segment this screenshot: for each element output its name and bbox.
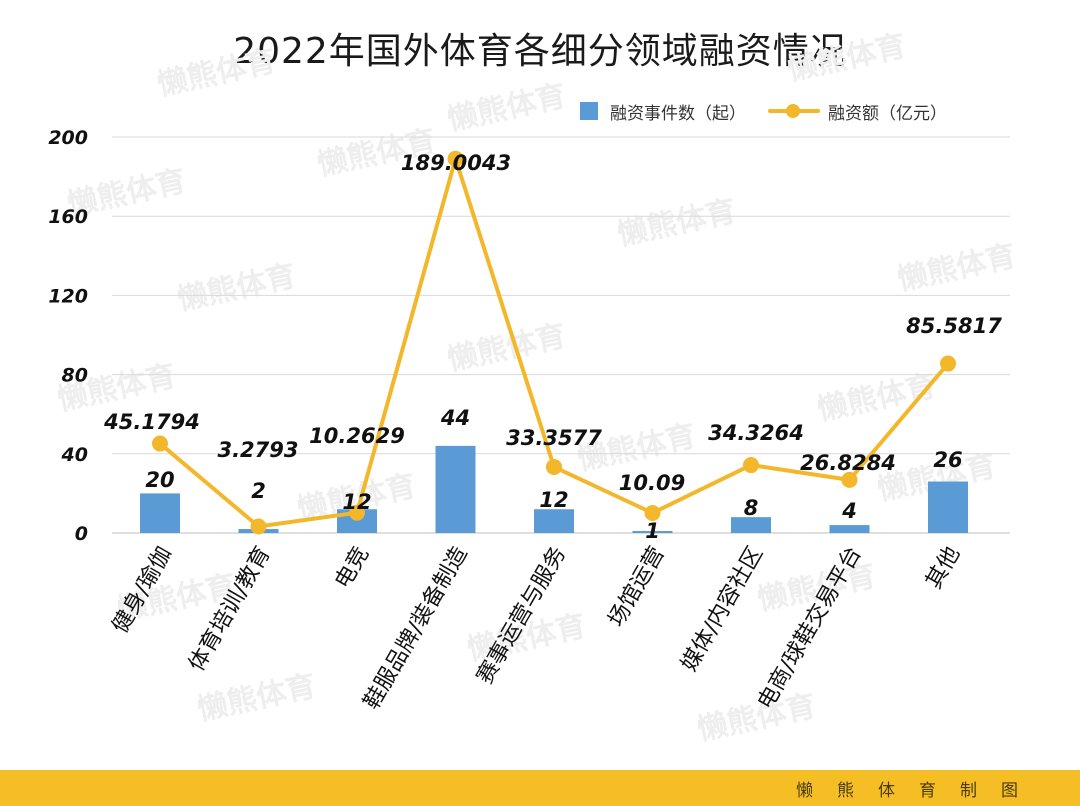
- plot-area: 懒熊体育懒熊体育懒熊体育懒熊体育懒熊体育懒熊体育懒熊体育懒熊体育懒熊体育懒熊体育…: [48, 29, 1019, 748]
- line-label-2: 10.2629: [309, 424, 405, 448]
- x-tick-6: 媒体/内容社区: [677, 543, 768, 676]
- bar-label-8: 26: [933, 448, 962, 472]
- amount-point-6: [743, 457, 759, 474]
- legend-item-amount: 融资额（亿元）: [768, 99, 947, 124]
- footer-credit: 懒熊体育制图: [796, 780, 1042, 801]
- y-tick-200: 200: [48, 127, 88, 149]
- watermark-2: 懒熊体育: [784, 29, 909, 88]
- bar-label-3: 44: [440, 406, 470, 430]
- legend: 融资事件数（起） 融资额（亿元）: [580, 97, 969, 125]
- legend-item-count: 融资事件数（起）: [580, 99, 746, 124]
- watermark-5: 懒熊体育: [614, 194, 739, 253]
- bar-label-5: 1: [645, 519, 660, 543]
- y-tick-120: 120: [48, 285, 88, 307]
- watermark-0: 懒熊体育: [154, 44, 279, 103]
- watermark-7: 懒熊体育: [174, 259, 299, 318]
- y-tick-40: 40: [61, 444, 88, 466]
- bar-label-6: 8: [744, 496, 759, 520]
- line-label-5: 10.09: [619, 471, 685, 495]
- line-label-6: 34.3264: [708, 421, 804, 445]
- bar-label-7: 4: [841, 499, 857, 523]
- watermark-8: 懒熊体育: [444, 319, 569, 378]
- line-label-4: 33.3577: [506, 426, 602, 450]
- bar-label-1: 2: [251, 479, 266, 503]
- y-tick-160: 160: [48, 206, 88, 228]
- bar-4: [534, 509, 574, 533]
- amount-point-4: [546, 458, 562, 475]
- bar-8: [928, 481, 968, 533]
- bar-7: [829, 525, 870, 533]
- bar-label-4: 12: [539, 488, 568, 512]
- chart: 2022年国外体育各细分领域融资情况 懒熊体育 懒熊体育 懒熊体育 懒熊体育 懒熊体育懒…: [48, 29, 1019, 748]
- amount-point-1: [250, 518, 267, 535]
- bar-5: [632, 531, 673, 533]
- footer-bar: 懒熊体育制图: [0, 770, 1080, 806]
- line-label-1: 3.2793: [217, 438, 298, 462]
- bar-3: [435, 445, 476, 533]
- legend-bar-swatch: [580, 102, 598, 120]
- line-label-8: 85.5817: [906, 314, 1002, 338]
- legend-label-amount: 融资额（亿元）: [828, 103, 947, 124]
- amount-point-5: [644, 505, 661, 522]
- y-tick-0: 0: [75, 523, 88, 545]
- chart-title: 2022年国外体育各细分领域融资情况: [233, 31, 847, 72]
- y-tick-80: 80: [62, 365, 88, 387]
- bar-label-0: 20: [145, 468, 174, 492]
- x-tick-2: 电竞: [331, 543, 375, 594]
- line-label-7: 26.8284: [800, 451, 896, 475]
- x-tick-3: 鞋服品牌/装备制造: [359, 543, 472, 714]
- legend-line-swatch: [768, 102, 820, 120]
- watermark-6: 懒熊体育: [894, 239, 1019, 298]
- x-tick-5: 场馆运营: [604, 543, 670, 632]
- amount-point-7: [841, 471, 858, 488]
- amount-point-8: [940, 355, 956, 372]
- bar-0: [140, 493, 180, 533]
- amount-point-2: [349, 504, 365, 521]
- amount-point-0: [152, 435, 168, 452]
- watermark-1: 懒熊体育: [444, 79, 569, 138]
- bar-label-2: 12: [342, 490, 371, 514]
- legend-label-count: 融资事件数（起）: [610, 103, 746, 124]
- x-tick-8: 其他: [922, 543, 966, 594]
- watermark-17: 懒熊体育: [194, 669, 319, 728]
- line-label-0: 45.1794: [103, 410, 200, 434]
- amount-point-3: [447, 150, 464, 167]
- line-label-3: 189.0043: [401, 151, 511, 175]
- bar-6: [731, 517, 771, 533]
